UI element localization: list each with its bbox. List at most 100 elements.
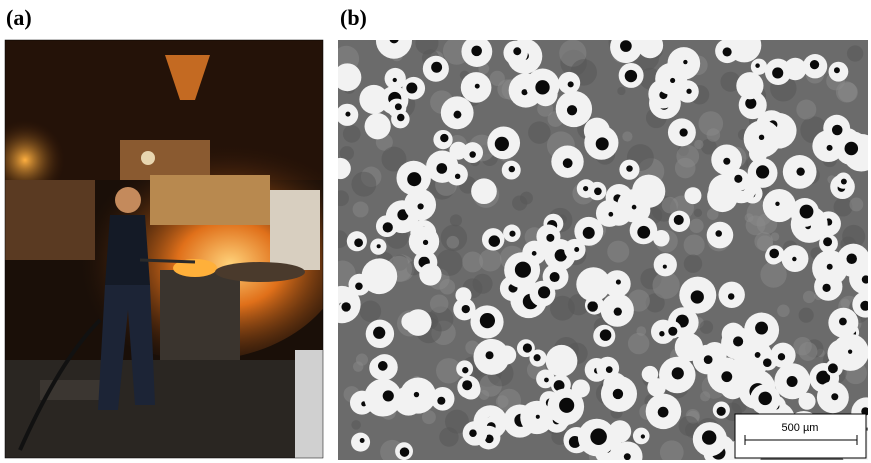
graphite-nodule xyxy=(733,336,743,346)
ferrite-halo xyxy=(419,263,441,285)
graphite-nodule xyxy=(462,305,470,313)
graphite-nodule xyxy=(668,327,677,336)
ferrite-halo xyxy=(455,287,471,303)
graphite-nodule xyxy=(717,407,726,416)
graphite-nodule xyxy=(734,175,742,183)
graphite-nodule xyxy=(345,112,350,117)
matrix-texture xyxy=(700,391,710,401)
graphite-nodule xyxy=(455,174,460,179)
graphite-nodule xyxy=(574,247,579,252)
matrix-texture xyxy=(689,219,703,233)
matrix-texture xyxy=(479,390,489,400)
matrix-texture xyxy=(490,71,505,86)
graphite-nodule xyxy=(546,234,554,242)
graphite-nodule xyxy=(532,251,537,256)
matrix-texture xyxy=(356,354,368,366)
matrix-texture xyxy=(662,197,679,214)
micrograph xyxy=(323,23,871,463)
graphite-nodule xyxy=(594,187,602,195)
ferrite-halo xyxy=(653,230,670,247)
graphite-nodule xyxy=(538,286,550,298)
scale-bar: 500 µm xyxy=(735,414,866,458)
graphite-nodule xyxy=(624,453,631,460)
graphite-nodule xyxy=(683,60,687,64)
graphite-nodule xyxy=(475,84,480,89)
graphite-nodule xyxy=(417,203,423,209)
graphite-nodule xyxy=(674,215,684,225)
graphite-nodule xyxy=(670,78,675,83)
matrix-texture xyxy=(353,201,369,217)
graphite-nodule xyxy=(841,179,847,185)
matrix-texture xyxy=(849,198,863,212)
ferrite-halo xyxy=(763,189,796,222)
graphite-nodule xyxy=(513,47,521,55)
graphite-nodule xyxy=(800,205,814,219)
matrix-texture xyxy=(343,125,361,143)
graphite-nodule xyxy=(462,367,468,373)
ferrite-halo xyxy=(736,72,763,99)
graphite-nodule xyxy=(550,272,560,282)
graphite-nodule xyxy=(763,358,772,367)
graphite-nodule xyxy=(723,47,732,56)
graphite-nodule xyxy=(625,70,637,82)
matrix-texture xyxy=(528,121,550,143)
ferrite-halo xyxy=(684,187,701,204)
graphite-nodule xyxy=(431,62,442,73)
graphite-nodule xyxy=(397,114,404,121)
graphite-nodule xyxy=(626,165,632,171)
graphite-nodule xyxy=(515,262,531,278)
matrix-texture xyxy=(799,308,814,323)
graphite-nodule xyxy=(568,81,574,87)
ferrite-halo xyxy=(401,312,419,330)
graphite-nodule xyxy=(822,284,830,292)
graphite-nodule xyxy=(377,244,381,248)
graphite-nodule xyxy=(563,158,573,168)
graphite-nodule xyxy=(704,355,713,364)
graphite-nodule xyxy=(834,67,840,73)
graphite-nodule xyxy=(360,438,365,443)
graphite-nodule xyxy=(596,137,609,150)
graphite-nodule xyxy=(378,361,388,371)
matrix-texture xyxy=(360,301,381,322)
matrix-texture xyxy=(479,249,502,272)
graphite-nodule xyxy=(590,428,607,445)
graphite-nodule xyxy=(755,322,768,335)
graphite-nodule xyxy=(587,301,598,312)
ferrite-halo xyxy=(365,113,391,139)
ferrite-halo xyxy=(333,63,361,91)
graphite-nodule xyxy=(383,222,393,232)
matrix-texture xyxy=(450,214,462,226)
graphite-nodule xyxy=(414,392,419,397)
graphite-nodule xyxy=(535,80,549,94)
graphite-nodule xyxy=(509,231,515,237)
graphite-nodule xyxy=(846,254,856,264)
graphite-nodule xyxy=(691,290,704,303)
graphite-nodule xyxy=(827,145,833,151)
matrix-texture xyxy=(760,261,786,287)
matrix-texture xyxy=(707,128,721,142)
matrix-texture xyxy=(834,198,853,217)
graphite-nodule xyxy=(775,202,779,206)
graphite-nodule xyxy=(454,111,462,119)
graphite-nodule xyxy=(658,407,669,418)
graphite-nodule xyxy=(758,392,771,405)
graphite-nodule xyxy=(686,89,691,94)
graphite-nodule xyxy=(755,63,759,67)
graphite-nodule xyxy=(608,212,613,217)
matrix-texture xyxy=(628,333,649,354)
graphite-nodule xyxy=(616,279,621,284)
graphite-nodule xyxy=(373,327,385,339)
graphite-nodule xyxy=(845,142,859,156)
graphite-nodule xyxy=(860,301,870,311)
graphite-nodule xyxy=(606,366,613,373)
graphite-nodule xyxy=(536,415,540,419)
graphite-nodule xyxy=(663,265,667,269)
graphite-nodule xyxy=(672,367,684,379)
matrix-texture xyxy=(771,232,780,241)
graphite-nodule xyxy=(600,329,612,341)
matrix-texture xyxy=(694,140,703,149)
graphite-nodule xyxy=(583,186,588,191)
matrix-texture xyxy=(803,291,815,303)
graphite-nodule xyxy=(395,103,402,110)
matrix-texture xyxy=(447,236,460,249)
